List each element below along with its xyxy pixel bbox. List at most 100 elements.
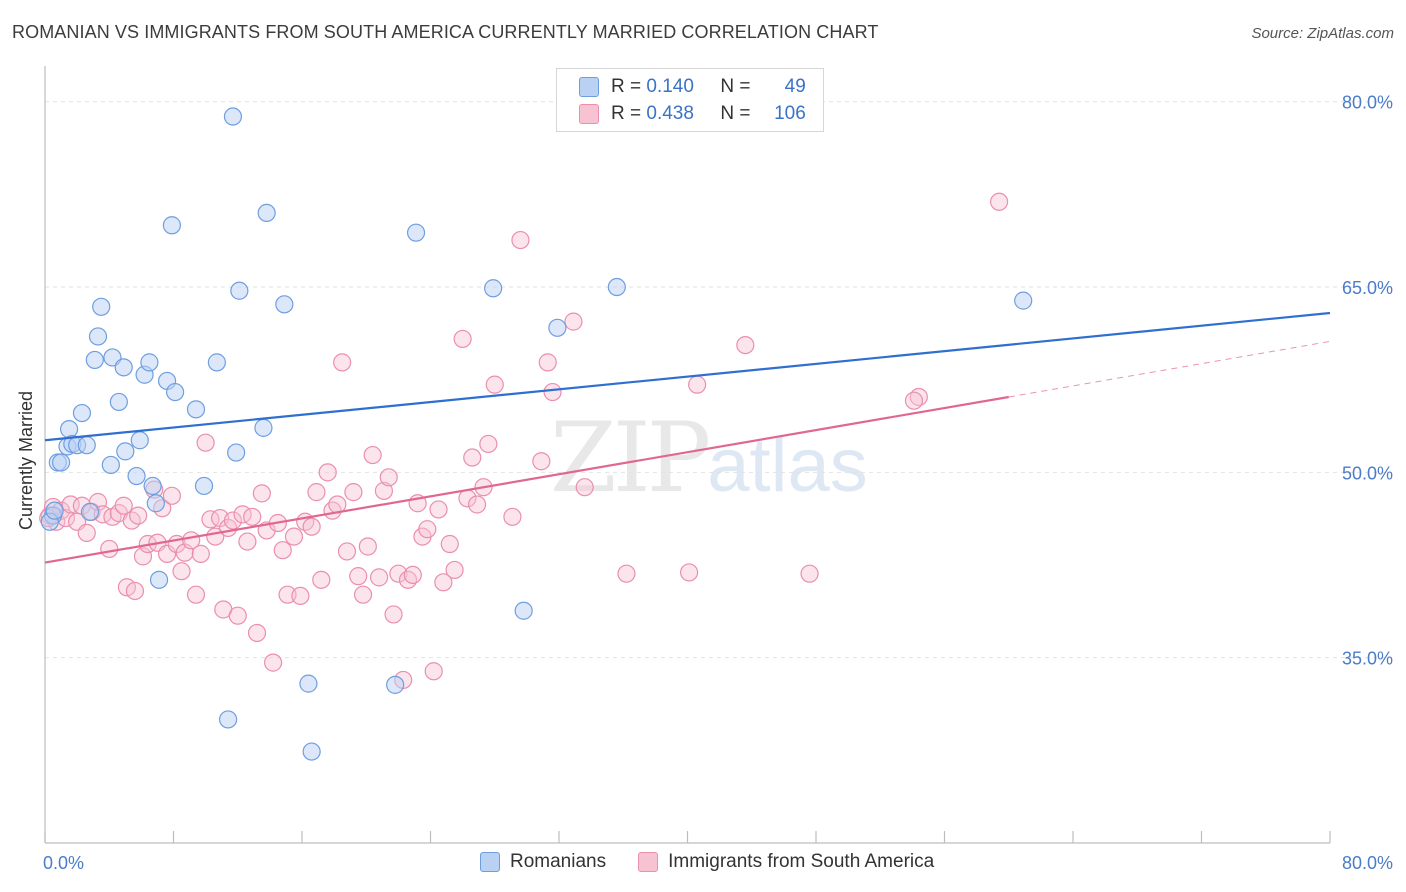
data-point-immigrants [337, 542, 357, 561]
legend-swatch-pink [579, 104, 599, 124]
data-point-romanians [514, 601, 533, 620]
legend-row-immigrants: R = 0.438 N = 106 [579, 102, 806, 126]
data-point-romanians [149, 570, 169, 589]
data-point-immigrants [617, 564, 636, 583]
y-tick-label: 65.0% [1342, 278, 1393, 298]
data-point-romanians [227, 443, 246, 462]
data-point-immigrants [344, 483, 363, 502]
data-point-immigrants [680, 563, 699, 582]
data-point-romanians [223, 107, 243, 126]
data-point-immigrants [318, 463, 337, 482]
legend-r-label: R = [611, 76, 642, 97]
data-point-immigrants [418, 520, 437, 539]
data-point-immigrants [688, 375, 707, 394]
data-point-immigrants [543, 382, 562, 402]
axes [44, 66, 1331, 844]
data-point-romanians [219, 710, 238, 729]
data-point-romanians [59, 420, 79, 439]
gridlines [45, 101, 1392, 659]
legend-swatch-blue [480, 852, 500, 872]
data-point-romanians [186, 400, 206, 419]
data-point-immigrants [312, 570, 331, 589]
legend-row-romanians: R = 0.140 N = 49 [579, 75, 806, 99]
data-point-romanians [406, 223, 426, 242]
legend-swatch-pink [638, 852, 659, 872]
chart-title: ROMANIAN VS IMMIGRANTS FROM SOUTH AMERIC… [12, 22, 879, 42]
data-point-immigrants [302, 517, 321, 536]
data-point-romanians [194, 476, 214, 496]
data-point-romanians [1014, 291, 1033, 310]
data-point-immigrants [284, 527, 304, 546]
data-point-romanians [101, 455, 120, 475]
data-point-romanians [230, 281, 249, 300]
data-point-immigrants [564, 312, 583, 331]
data-point-immigrants [424, 662, 443, 681]
data-point-immigrants [370, 568, 389, 587]
data-point-romanians [254, 418, 273, 437]
data-point-immigrants [990, 192, 1009, 211]
data-point-immigrants [363, 445, 382, 465]
data-point-immigrants [273, 541, 292, 560]
data-point-immigrants [453, 329, 472, 349]
series-legend: Romanians Immigrants from South America [480, 851, 966, 873]
data-point-immigrants [403, 565, 422, 585]
data-point-romanians [92, 297, 111, 316]
data-point-romanians [72, 403, 92, 423]
data-point-immigrants [353, 585, 373, 604]
data-point-romanians [85, 350, 104, 370]
data-point-immigrants [172, 562, 191, 581]
data-point-immigrants [429, 500, 448, 519]
watermark: ZIPatlas [550, 402, 868, 514]
data-point-immigrants [247, 623, 267, 643]
data-point-romanians [299, 674, 318, 693]
data-point-immigrants [736, 336, 755, 355]
data-point-immigrants [162, 486, 181, 505]
data-point-romanians [386, 675, 405, 694]
series-immigrants-points [39, 192, 1009, 690]
data-point-immigrants [291, 586, 310, 606]
data-point-romanians [140, 353, 159, 372]
data-point-romanians [45, 501, 64, 520]
data-point-immigrants [485, 375, 504, 394]
data-point-immigrants [467, 495, 487, 514]
data-point-immigrants [114, 496, 133, 515]
data-point-immigrants [538, 353, 557, 372]
data-point-immigrants [904, 391, 924, 410]
data-point-romanians [109, 392, 128, 412]
data-point-immigrants [532, 452, 551, 471]
x-tick-label: 80.0% [1342, 853, 1393, 873]
data-point-romanians [127, 466, 146, 486]
data-point-immigrants [434, 573, 453, 592]
watermark-zip: ZIP [550, 402, 711, 514]
data-point-immigrants [263, 653, 283, 672]
data-point-immigrants [100, 539, 119, 559]
data-point-romanians [116, 442, 135, 461]
data-point-immigrants [191, 544, 210, 563]
data-point-immigrants [278, 585, 297, 604]
data-point-romanians [607, 277, 626, 297]
data-point-immigrants [186, 585, 206, 604]
legend-label-immigrants: Immigrants from South America [668, 851, 935, 872]
data-point-immigrants [445, 560, 464, 580]
legend-label-romanians: Romanians [510, 851, 607, 872]
data-point-immigrants [503, 507, 522, 526]
data-point-immigrants [129, 506, 148, 525]
tick-labels: 35.0% 50.0% 65.0% 80.0% 0.0% 80.0% [43, 93, 1393, 873]
data-point-immigrants [511, 230, 530, 250]
data-point-romanians [302, 742, 321, 761]
x-tick-label: 0.0% [43, 853, 84, 873]
data-point-immigrants [374, 481, 394, 500]
data-point-immigrants [358, 537, 377, 556]
data-point-romanians [548, 318, 567, 337]
y-tick-label: 35.0% [1342, 649, 1393, 669]
data-point-immigrants [307, 483, 326, 502]
data-point-immigrants [77, 523, 96, 542]
legend-r-value: 0.140 [646, 76, 694, 97]
data-point-immigrants [243, 507, 262, 526]
data-point-immigrants [575, 478, 594, 497]
data-point-romanians [77, 436, 96, 455]
data-point-romanians [207, 353, 226, 372]
data-point-immigrants [157, 544, 177, 563]
legend-n-value: 106 [774, 103, 806, 124]
